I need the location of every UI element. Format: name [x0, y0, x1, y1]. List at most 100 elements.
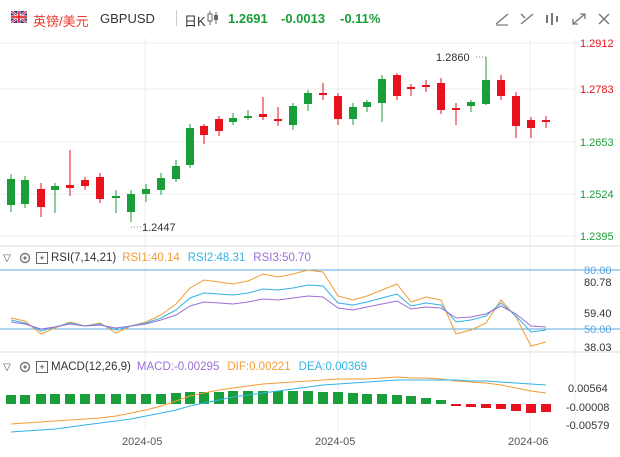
settings-icon[interactable]: [544, 12, 560, 26]
candle-body: [542, 120, 550, 122]
expand-icon[interactable]: +: [36, 361, 48, 373]
rsi-tick: 80.78: [584, 277, 612, 289]
period-selector[interactable]: 日K: [184, 14, 206, 29]
x-tick: 2024-06: [508, 436, 548, 448]
macd-bar: [496, 404, 506, 409]
macd-bar: [20, 395, 30, 404]
price-tick: 1.2524: [580, 189, 614, 201]
candle-body: [112, 196, 120, 198]
macd-bar: [273, 391, 283, 404]
macd-header: ▽ + MACD(12,26,9) MACD:-0.00295 DIF:0.00…: [0, 358, 367, 376]
candle-body: [215, 119, 223, 131]
x-tick: 2024-05: [315, 436, 355, 448]
macd-bar: [377, 394, 387, 404]
candle-body: [229, 118, 237, 122]
rsi-tick: 59.40: [584, 308, 612, 320]
macd-bar: [258, 391, 268, 404]
fullscreen-icon[interactable]: [571, 12, 587, 26]
macd-bar: [333, 392, 343, 404]
gear-icon[interactable]: [18, 251, 32, 265]
dea-value: DEA:0.00369: [298, 361, 368, 373]
chevron-down-icon[interactable]: ▽: [3, 361, 11, 373]
macd-bar: [451, 404, 461, 406]
candle-body: [378, 79, 386, 103]
macd-title: MACD(12,26,9): [51, 361, 131, 373]
candle-body: [497, 80, 505, 96]
rsi2-value: RSI2:48.31: [187, 252, 246, 264]
candle-body: [37, 189, 45, 207]
rsi-header: ▽ + RSI(7,14,21) RSI1:40.14 RSI2:48.31 R…: [0, 249, 311, 267]
macd-bar: [318, 392, 328, 404]
candle-body: [422, 85, 430, 87]
draw-icon[interactable]: [494, 12, 510, 26]
gear-icon[interactable]: [18, 360, 32, 374]
rsi-tick: 38.03: [584, 342, 612, 354]
rsi1-value: RSI1:40.14: [122, 252, 180, 264]
candle-body: [7, 179, 15, 205]
candle-body: [467, 102, 475, 106]
candle-body: [142, 189, 150, 194]
low-label: 1.2447: [142, 222, 176, 234]
price-tick: 1.2395: [580, 231, 614, 243]
candle-body: [437, 83, 445, 110]
dif-value: DIF:0.00221: [227, 361, 291, 373]
candle-body: [96, 177, 104, 199]
pair-name-cn[interactable]: 英镑/美元: [33, 14, 89, 29]
candle-body: [512, 96, 520, 126]
rsi1-line: [10, 269, 547, 347]
macd-bar: [541, 404, 551, 412]
macd-tick: -0.00008: [566, 402, 609, 414]
x-tick: 2024-05: [122, 436, 162, 448]
macd-bar: [126, 394, 136, 404]
macd-bar: [6, 395, 16, 404]
dea-line: [10, 379, 547, 433]
candle-body: [274, 119, 282, 121]
candle-body: [186, 128, 194, 165]
expand-icon[interactable]: +: [36, 252, 48, 264]
macd-bar: [511, 404, 521, 411]
candle-body: [21, 180, 29, 204]
chevron-down-icon[interactable]: ▽: [3, 252, 11, 264]
macd-bar: [392, 395, 402, 404]
macd-histogram: [6, 391, 551, 413]
macd-tick: 0.00564: [568, 383, 608, 395]
rsi3-value: RSI3:50.70: [253, 252, 311, 264]
divider: [176, 10, 177, 26]
price-tick: 1.2653: [580, 137, 614, 149]
indicator-icon[interactable]: [519, 12, 535, 26]
candle-body: [482, 80, 490, 104]
macd-bar: [481, 404, 491, 408]
candle-body: [527, 120, 535, 128]
macd-bar: [80, 394, 90, 404]
price-tick: 1.2783: [580, 84, 614, 96]
rsi2-line: [10, 284, 547, 333]
flag-uk-icon: [11, 11, 27, 23]
close-icon[interactable]: [596, 12, 612, 26]
price-tick: 1.2912: [580, 38, 614, 50]
candle-body: [393, 75, 401, 96]
candlestick-icon[interactable]: [206, 10, 220, 26]
macd-bar: [526, 404, 536, 413]
candle-body: [334, 96, 342, 119]
candle-body: [244, 116, 252, 118]
candle-body: [200, 126, 208, 135]
macd-bar: [171, 393, 181, 404]
current-price: 1.2691: [228, 11, 268, 26]
candle-body: [319, 93, 327, 95]
candle-body: [452, 108, 460, 110]
macd-value: MACD:-0.00295: [136, 361, 220, 373]
grid: [0, 38, 575, 430]
candle-body: [363, 102, 371, 107]
macd-tick: -0.00579: [566, 420, 609, 432]
high-label: 1.2860: [436, 52, 470, 64]
macd-bar: [95, 394, 105, 404]
candle-body: [172, 166, 180, 179]
candle-body: [157, 178, 165, 190]
candle-body: [259, 114, 267, 117]
macd-bar: [214, 392, 224, 404]
candle-body: [51, 186, 59, 190]
rsi-title: RSI(7,14,21): [51, 252, 117, 264]
pair-code[interactable]: GBPUSD: [100, 11, 155, 26]
chart-header: 英镑/美元 GBPUSD 日K 1.2691 -0.0013 -0.11%: [0, 0, 620, 38]
